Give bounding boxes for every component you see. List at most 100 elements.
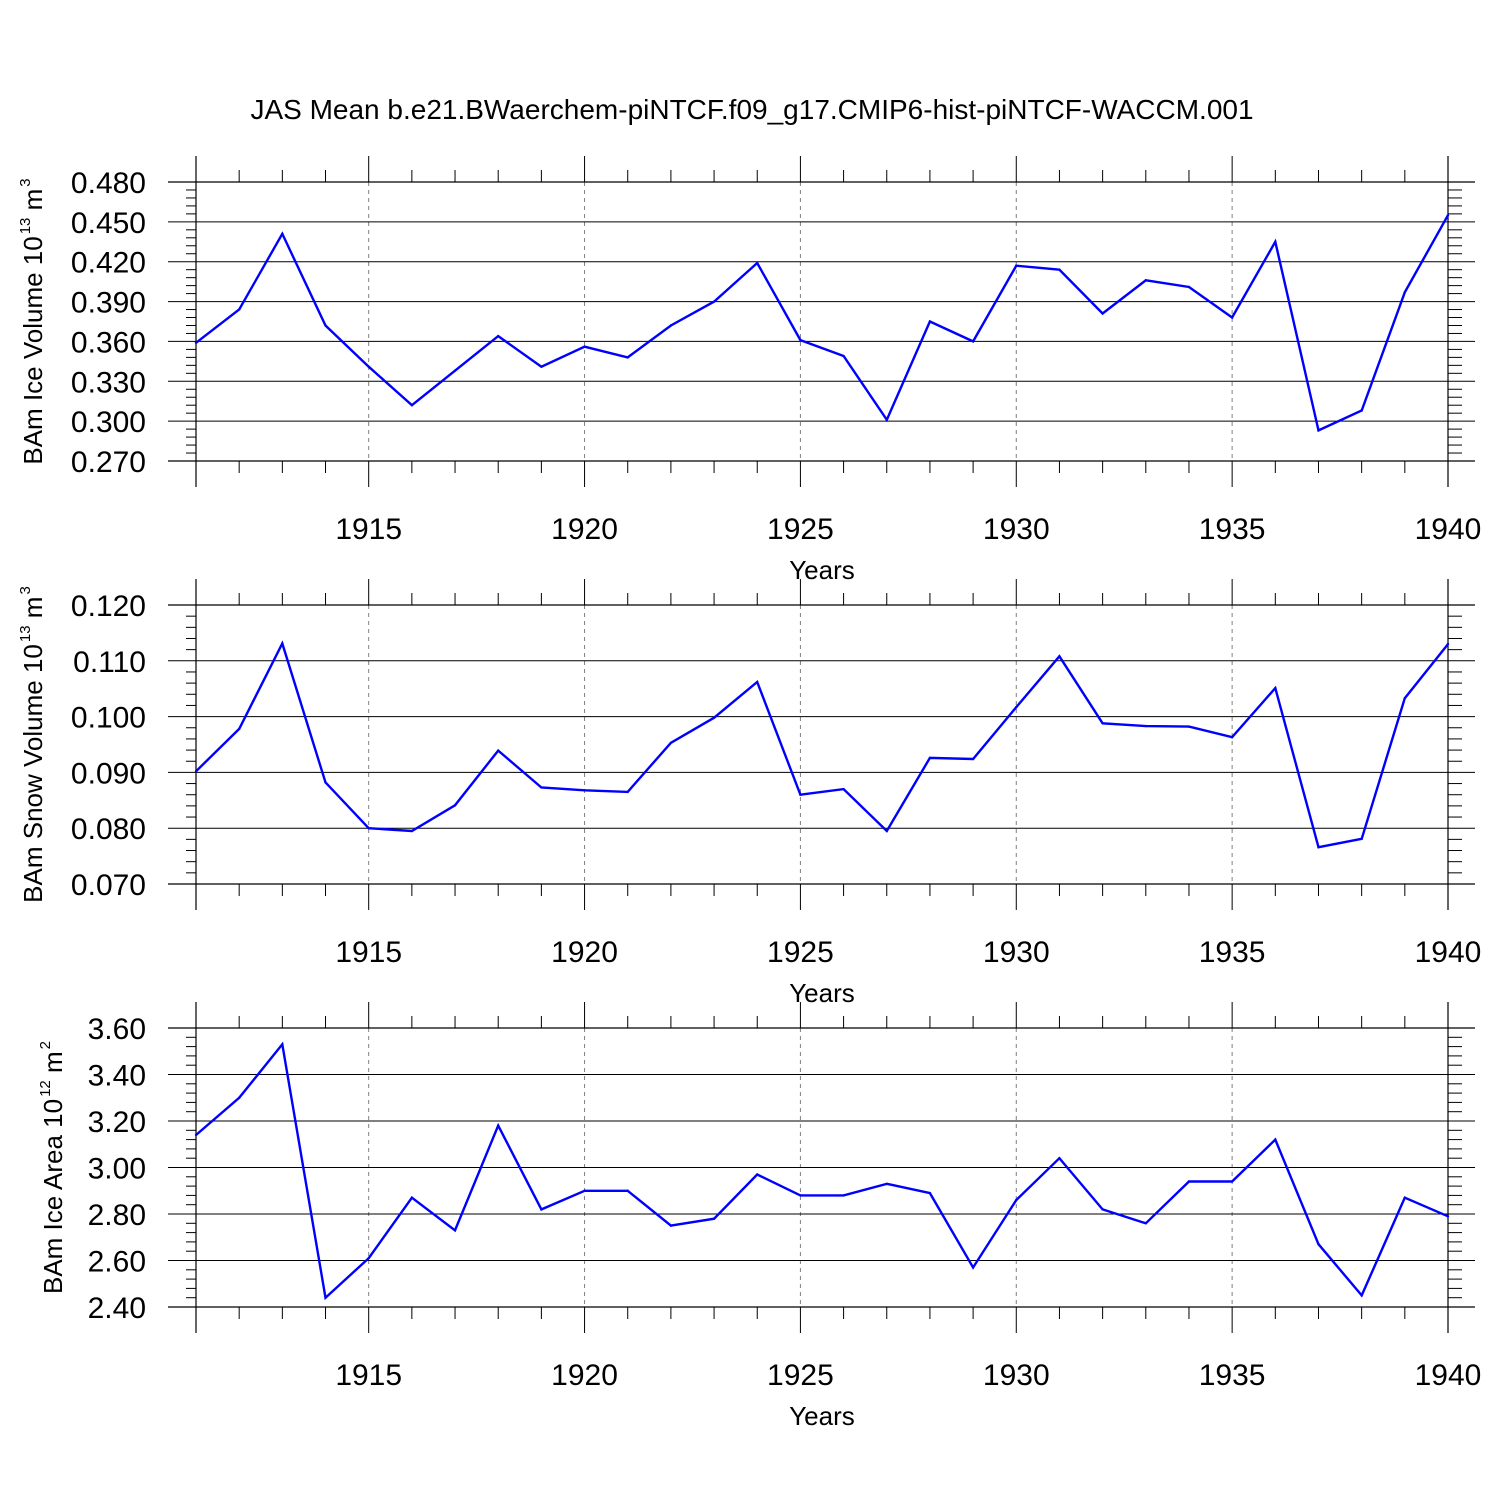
- y-tick-label: 0.090: [71, 757, 146, 790]
- data-point: [1144, 279, 1147, 282]
- x-tick-label: 1915: [335, 513, 402, 546]
- y-axis-label-text: BAm Ice Volume 10: [18, 236, 48, 464]
- data-point: [1446, 642, 1450, 646]
- data-point: [1230, 736, 1234, 739]
- data-point: [1230, 316, 1234, 319]
- data-point: [324, 781, 327, 784]
- data-point: [1144, 1222, 1147, 1225]
- y-tick-label: 2.40: [88, 1292, 146, 1325]
- data-point: [1446, 214, 1450, 217]
- y-axis-label-text: BAm Snow Volume 10: [18, 644, 48, 903]
- data-point: [583, 789, 586, 792]
- y-axis-label-unit: m: [38, 1051, 68, 1080]
- x-axis-label: Years: [789, 555, 855, 585]
- data-point: [540, 365, 543, 368]
- y-tick-label: 0.390: [71, 287, 146, 320]
- data-point: [1403, 1196, 1407, 1199]
- y-tick-label: 0.100: [71, 702, 146, 735]
- data-point: [626, 356, 629, 359]
- data-point: [1317, 429, 1320, 432]
- data-point: [367, 365, 370, 368]
- x-tick-label: 1930: [983, 936, 1050, 969]
- data-point: [712, 1217, 716, 1220]
- data-point: [1101, 1208, 1104, 1211]
- x-tick-label: 1920: [551, 513, 618, 546]
- y-axis-label-unit: m: [18, 597, 48, 626]
- data-point: [799, 338, 802, 342]
- data-point: [1101, 312, 1104, 315]
- data-point: [1015, 705, 1018, 709]
- data-point: [1317, 1243, 1320, 1246]
- data-point: [324, 1296, 327, 1299]
- data-point: [194, 341, 198, 344]
- data-point: [1360, 409, 1363, 412]
- chart-panel-1: 0.270 0.300 0.330 0.360 0.390 0.420 0.450 0.480…: [17, 156, 1481, 585]
- x-tick-label: 1925: [767, 513, 834, 546]
- data-point: [928, 756, 932, 760]
- data-point: [756, 1173, 759, 1176]
- figure-title: JAS Mean b.e21.BWaerchem-piNTCF.f09_g17.…: [250, 94, 1253, 125]
- data-point: [281, 642, 284, 645]
- data-point: [799, 1194, 802, 1197]
- data-point: [842, 787, 845, 791]
- data-point: [237, 308, 241, 311]
- data-point: [885, 1182, 888, 1185]
- y-tick-label: 0.080: [71, 813, 146, 846]
- data-point: [712, 300, 716, 303]
- data-point: [194, 770, 198, 773]
- chart-panel-3: 2.40 2.60 2.80 3.00 3.20 3.40 3.60 1915 1920 1925…: [37, 1002, 1481, 1431]
- data-point: [583, 1189, 586, 1192]
- data-point: [237, 1096, 241, 1099]
- y-tick-label: 3.60: [88, 1013, 146, 1046]
- y-axis-label: BAm Ice Volume 1013 m 3: [17, 178, 48, 464]
- series-line: [195, 640, 1449, 849]
- data-point: [1144, 724, 1147, 728]
- y-tick-label: 3.00: [88, 1153, 146, 1186]
- data-point: [799, 793, 802, 796]
- data-point: [497, 334, 500, 338]
- y-tick-label: 0.480: [71, 167, 146, 200]
- y-axis-label-unit-exponent: 3: [17, 586, 34, 594]
- y-axis-label-unit-exponent: 2: [37, 1041, 54, 1049]
- data-point: [971, 757, 975, 761]
- data-point: [453, 369, 457, 372]
- y-tick-label: 0.120: [71, 590, 146, 623]
- data-point: [1058, 1157, 1061, 1160]
- y-tick-label: 2.60: [88, 1246, 146, 1279]
- x-tick-label: 1930: [983, 1359, 1050, 1392]
- x-tick-label: 1920: [551, 1359, 618, 1392]
- data-point: [1403, 696, 1407, 700]
- data-point: [1274, 240, 1277, 243]
- y-tick-label: 0.420: [71, 247, 146, 280]
- data-point: [194, 1133, 198, 1137]
- y-tick-label: 0.450: [71, 207, 146, 240]
- data-point: [281, 1043, 284, 1046]
- y-tick-label: 0.330: [71, 366, 146, 399]
- data-point: [583, 345, 586, 348]
- x-tick-label: 1940: [1415, 1359, 1482, 1392]
- data-point: [281, 232, 284, 236]
- data-point: [1274, 1138, 1277, 1141]
- data-point: [497, 749, 500, 752]
- series-line: [195, 214, 1450, 433]
- data-point: [497, 1124, 500, 1127]
- x-tick-label: 1920: [551, 936, 618, 969]
- y-tick-label: 2.80: [88, 1199, 146, 1232]
- data-point: [626, 790, 629, 794]
- data-point: [410, 829, 414, 833]
- x-tick-label: 1940: [1415, 936, 1482, 969]
- data-point: [1058, 655, 1061, 658]
- data-point: [1274, 686, 1277, 690]
- y-axis-label-text: BAm Ice Area 10: [38, 1099, 68, 1294]
- series-line: [195, 1041, 1449, 1301]
- data-point: [669, 324, 673, 327]
- data-point: [1015, 1198, 1018, 1202]
- data-point: [712, 716, 716, 719]
- y-axis-label: BAm Ice Area 10 12 m 2: [37, 1041, 68, 1294]
- y-axis-label-exponent: 13: [17, 625, 34, 642]
- x-axis-label: Years: [789, 978, 855, 1008]
- chart-panel-2: 0.070 0.080 0.090 0.100 0.110 0.120 1915 1920 19…: [17, 579, 1481, 1008]
- data-point: [669, 741, 673, 745]
